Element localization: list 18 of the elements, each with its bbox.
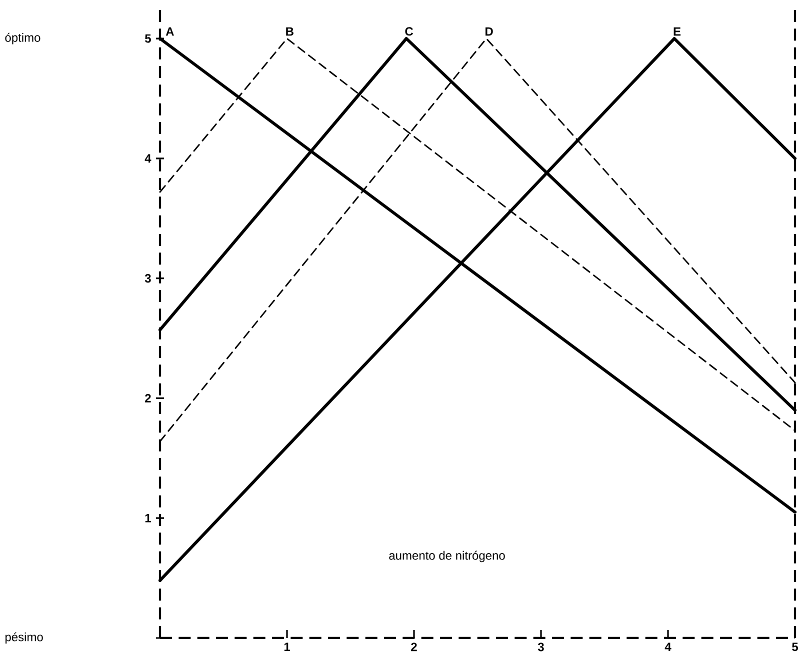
x-tick-label: 5 [792, 642, 798, 652]
y-tick-label: 1 [145, 514, 151, 522]
x-tick-label: 2 [411, 642, 417, 652]
x-tick-label: 4 [664, 642, 672, 651]
series-label: E [674, 27, 681, 36]
x-tick-label: 1 [284, 642, 290, 651]
y-tick-label: 2 [145, 394, 151, 402]
x-axis-title: aumento de nitrógeno [389, 550, 505, 562]
y-tick-label: 5 [144, 34, 151, 43]
y-tick-label: 4 [144, 154, 152, 163]
series-label: C [405, 27, 414, 36]
series-label: A [166, 27, 174, 36]
text: pésimo [5, 632, 43, 644]
x-tick-label: 3 [538, 642, 544, 652]
series-label: B [286, 27, 294, 36]
series-label: D [486, 27, 493, 36]
y-tick-label: 3 [144, 274, 151, 283]
text: óptimo [5, 32, 40, 44]
